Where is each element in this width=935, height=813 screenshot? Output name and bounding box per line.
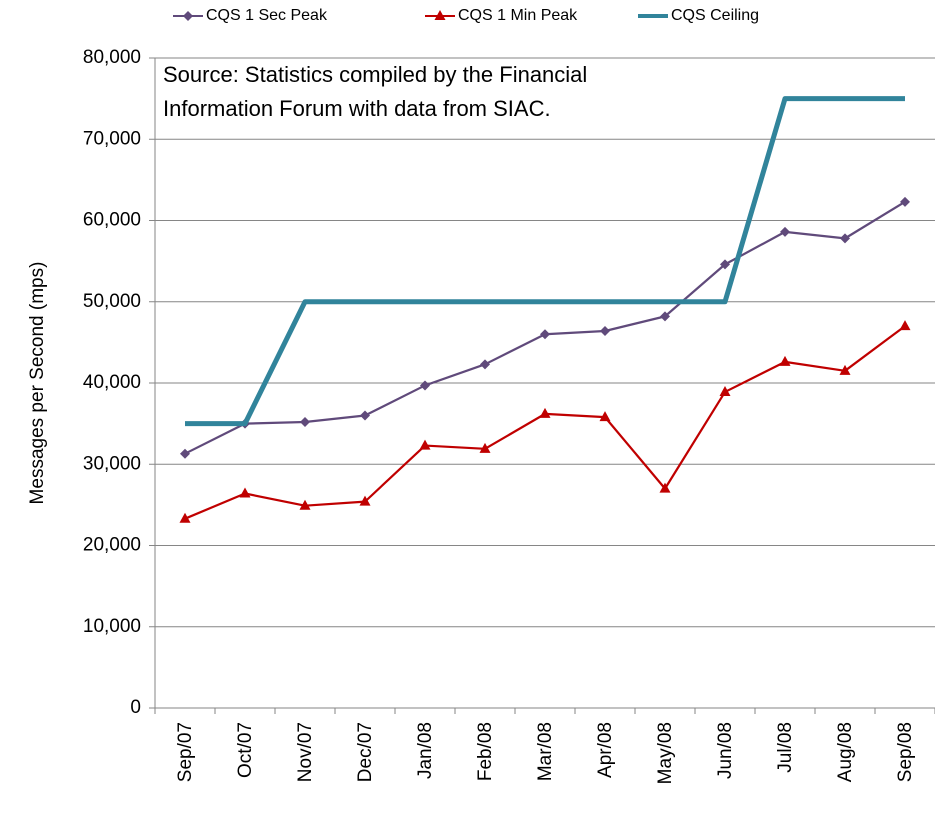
data-point bbox=[839, 364, 851, 375]
x-tick-label: Jun/08 bbox=[715, 722, 736, 779]
data-point bbox=[300, 417, 310, 427]
x-tick-label: Apr/08 bbox=[595, 722, 616, 778]
data-point bbox=[779, 355, 791, 366]
annotation: Source: Statistics compiled by the Finan… bbox=[163, 62, 587, 87]
y-axis-label: Messages per Second (mps) bbox=[27, 262, 48, 505]
x-tick-label: Feb/08 bbox=[475, 722, 496, 781]
data-point bbox=[899, 320, 911, 331]
data-point bbox=[359, 495, 371, 506]
x-tick-label: Mar/08 bbox=[535, 722, 556, 781]
data-point bbox=[180, 448, 190, 459]
x-tick-label: Oct/07 bbox=[235, 722, 256, 778]
series-line bbox=[185, 96, 905, 427]
data-point bbox=[720, 259, 730, 270]
legend-label: CQS Ceiling bbox=[671, 7, 759, 24]
y-tick-label: 20,000 bbox=[83, 535, 141, 556]
x-tick-label: Dec/07 bbox=[355, 722, 376, 782]
data-point bbox=[179, 512, 191, 523]
x-tick-label: May/08 bbox=[655, 722, 676, 784]
y-tick-label: 80,000 bbox=[83, 47, 141, 68]
x-tick-label: Sep/08 bbox=[895, 722, 916, 782]
x-tick-label: Aug/08 bbox=[835, 722, 856, 782]
y-tick-label: 70,000 bbox=[83, 128, 141, 149]
y-tick-label: 30,000 bbox=[83, 453, 141, 474]
data-point bbox=[719, 385, 731, 396]
data-point bbox=[659, 482, 671, 493]
legend-marker bbox=[183, 11, 193, 21]
data-point bbox=[239, 487, 251, 498]
data-point bbox=[540, 329, 550, 340]
legend: CQS 1 Sec Peak CQS 1 Min Peak CQS Ceiling bbox=[173, 7, 759, 24]
data-point bbox=[480, 359, 490, 370]
data-point bbox=[600, 326, 610, 336]
y-tick-label: 50,000 bbox=[83, 291, 141, 312]
legend-marker bbox=[434, 10, 446, 20]
y-tick-label: 40,000 bbox=[83, 372, 141, 393]
data-point bbox=[660, 311, 670, 322]
data-point bbox=[599, 411, 611, 422]
data-point bbox=[420, 380, 430, 391]
data-point bbox=[840, 233, 850, 244]
data-point bbox=[479, 442, 491, 453]
y-tick-label: 0 bbox=[130, 697, 141, 718]
legend-label: CQS 1 Min Peak bbox=[458, 7, 578, 24]
data-point bbox=[360, 410, 370, 421]
data-point bbox=[780, 226, 790, 237]
x-tick-label: Jul/08 bbox=[775, 722, 796, 773]
x-tick-label: Sep/07 bbox=[175, 722, 196, 782]
y-tick-label: 10,000 bbox=[83, 616, 141, 637]
x-tick-label: Nov/07 bbox=[295, 722, 316, 782]
annotation: Information Forum with data from SIAC. bbox=[163, 96, 551, 121]
data-point bbox=[900, 196, 910, 207]
data-point bbox=[419, 439, 431, 450]
x-tick-label: Jan/08 bbox=[415, 722, 436, 779]
data-point bbox=[299, 499, 311, 510]
data-point bbox=[539, 407, 551, 418]
legend-label: CQS 1 Sec Peak bbox=[206, 7, 328, 24]
y-tick-label: 60,000 bbox=[83, 210, 141, 231]
